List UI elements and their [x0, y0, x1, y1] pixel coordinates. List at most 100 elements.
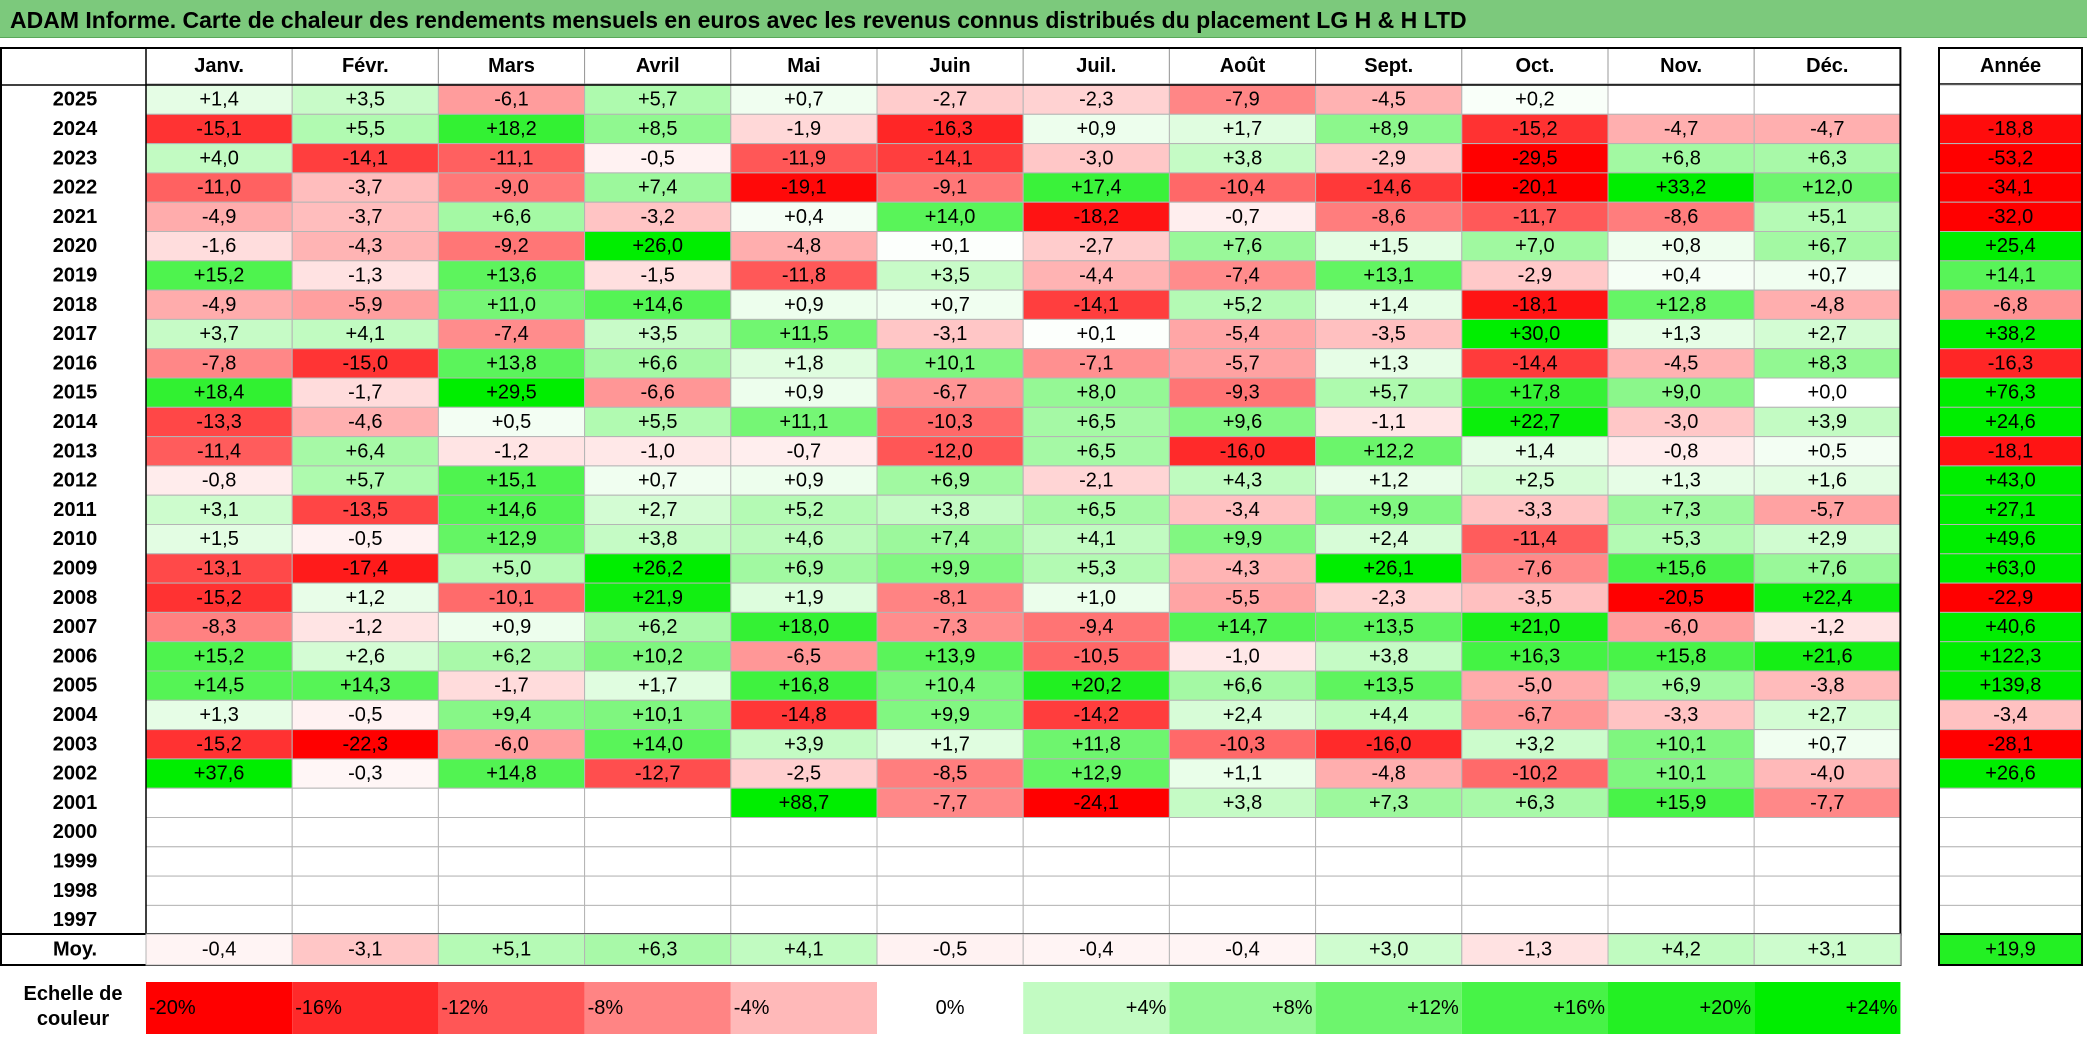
- heat-cell: [1461, 817, 1609, 848]
- heat-cell: [1607, 465, 1755, 496]
- heat-cell-value: +9,0: [1661, 382, 1700, 404]
- heat-cell-value: +9,9: [930, 704, 969, 726]
- heat-cell-value: +6,6: [1223, 675, 1262, 697]
- heat-cell: [1461, 436, 1609, 467]
- heat-cell: [584, 817, 732, 848]
- heat-cell: [876, 611, 1024, 643]
- heat-cell-value: +5,5: [346, 118, 385, 140]
- heat-cell-value: -7,8: [202, 352, 236, 374]
- heat-cell-value: +6,5: [1077, 411, 1116, 433]
- heat-cell-value: +7,3: [1369, 792, 1408, 814]
- scale-swatch: [730, 982, 877, 1034]
- heat-cell-value: +5,5: [638, 411, 677, 433]
- heat-cell-value: +10,1: [1656, 733, 1707, 755]
- month-header-cell: [437, 47, 586, 85]
- heat-cell-value: +9,6: [1223, 411, 1262, 433]
- scale-swatch: [146, 982, 293, 1034]
- scale-stop-label: +12%: [1407, 997, 1459, 1019]
- average-value: -0,4: [1225, 939, 1259, 961]
- average-value: -0,4: [202, 939, 236, 961]
- heat-cell-value: +0,7: [930, 294, 969, 316]
- annual-value: +14,1: [1985, 264, 2036, 286]
- scale-swatch: [1169, 982, 1316, 1034]
- heat-cell: [1607, 641, 1755, 672]
- row-year-label: 2015: [53, 382, 98, 404]
- month-header-cell: [1168, 47, 1317, 85]
- heat-cell: [1315, 787, 1463, 819]
- heat-cell-value: -16,0: [1366, 733, 1412, 755]
- heat-cell: [1753, 494, 1901, 526]
- heat-cell-value: -14,6: [1366, 177, 1412, 199]
- heat-cell-value: -8,6: [1664, 206, 1698, 228]
- heat-cell-value: +14,0: [632, 733, 683, 755]
- heat-cell: [1607, 84, 1755, 115]
- heat-cell: [730, 817, 878, 848]
- heat-cell-value: -6,7: [933, 382, 967, 404]
- heat-cell-value: -14,1: [927, 147, 973, 169]
- heat-cell-value: +26,2: [632, 557, 683, 579]
- heat-cell: [1168, 817, 1317, 848]
- heat-cell-value: +6,6: [638, 352, 677, 374]
- heat-cell-value: -3,5: [1371, 323, 1405, 345]
- heat-cell-value: +3,2: [1515, 733, 1554, 755]
- heat-cell-value: +4,1: [346, 323, 385, 345]
- heat-cell: [291, 875, 439, 906]
- row-year-label: 2018: [53, 294, 98, 316]
- heat-cell: [584, 846, 732, 877]
- heat-cell-value: -4,5: [1664, 352, 1698, 374]
- heat-cell: [437, 406, 586, 438]
- heat-cell-value: +1,4: [199, 89, 238, 111]
- heat-cell-value: -4,7: [1810, 118, 1844, 140]
- heat-cell: [1022, 143, 1170, 174]
- heat-cell-value: +14,0: [925, 206, 976, 228]
- scale-stop-label: -4%: [734, 997, 770, 1019]
- heat-cell: [584, 318, 732, 350]
- heat-cell: [730, 377, 878, 408]
- heat-cell: [145, 289, 293, 320]
- heat-cell-value: -0,5: [640, 147, 674, 169]
- heat-cell-value: +12,9: [486, 528, 537, 550]
- heat-cell-value: -10,2: [1512, 763, 1558, 785]
- heat-cell-value: +5,0: [492, 557, 531, 579]
- heat-cell-value: -0,5: [348, 704, 382, 726]
- heat-cell-value: +1,5: [199, 528, 238, 550]
- heat-cell-value: +7,4: [930, 528, 969, 550]
- heat-cell-value: -8,6: [1371, 206, 1405, 228]
- heat-cell: [437, 553, 586, 584]
- heat-cell: [1168, 436, 1317, 467]
- heat-cell: [730, 758, 878, 789]
- heat-cell: [1607, 699, 1755, 731]
- heat-cell: [291, 318, 439, 350]
- heat-cell-value: +9,4: [492, 704, 531, 726]
- heat-cell-value: +26,0: [632, 235, 683, 257]
- heat-cell: [1315, 172, 1463, 203]
- heat-cell: [1753, 758, 1901, 789]
- heat-cell-value: +8,0: [1077, 382, 1116, 404]
- heat-cell: [584, 875, 732, 906]
- annual-value: +49,6: [1985, 528, 2036, 550]
- heat-cell-value: -6,1: [494, 89, 528, 111]
- heat-cell-value: +6,5: [1077, 440, 1116, 462]
- heat-cell: [145, 611, 293, 643]
- month-header-cell: [1753, 47, 1901, 85]
- heat-cell-value: +4,6: [784, 528, 823, 550]
- heat-cell-value: +5,7: [638, 89, 677, 111]
- heat-cell-value: -7,7: [933, 792, 967, 814]
- month-header: Juil.: [1076, 55, 1116, 77]
- heat-cell-value: +3,8: [1223, 792, 1262, 814]
- heat-cell: [876, 113, 1024, 145]
- heat-cell-value: -11,7: [1513, 206, 1557, 228]
- heat-cell-value: +1,3: [1661, 323, 1700, 345]
- heat-cell-value: -10,3: [1220, 733, 1266, 755]
- heat-cell-value: -14,8: [781, 704, 827, 726]
- month-header: Mars: [488, 55, 535, 77]
- row-year-label: 2012: [53, 470, 98, 492]
- row-year-label: 2016: [53, 352, 98, 374]
- heat-cell: [1753, 318, 1901, 350]
- heat-cell: [584, 231, 732, 262]
- heat-cell: [730, 172, 878, 203]
- heat-cell: [1022, 436, 1170, 467]
- heat-cell: [876, 231, 1024, 262]
- heat-cell-value: +2,9: [1808, 528, 1847, 550]
- heat-cell-value: -9,1: [933, 177, 967, 199]
